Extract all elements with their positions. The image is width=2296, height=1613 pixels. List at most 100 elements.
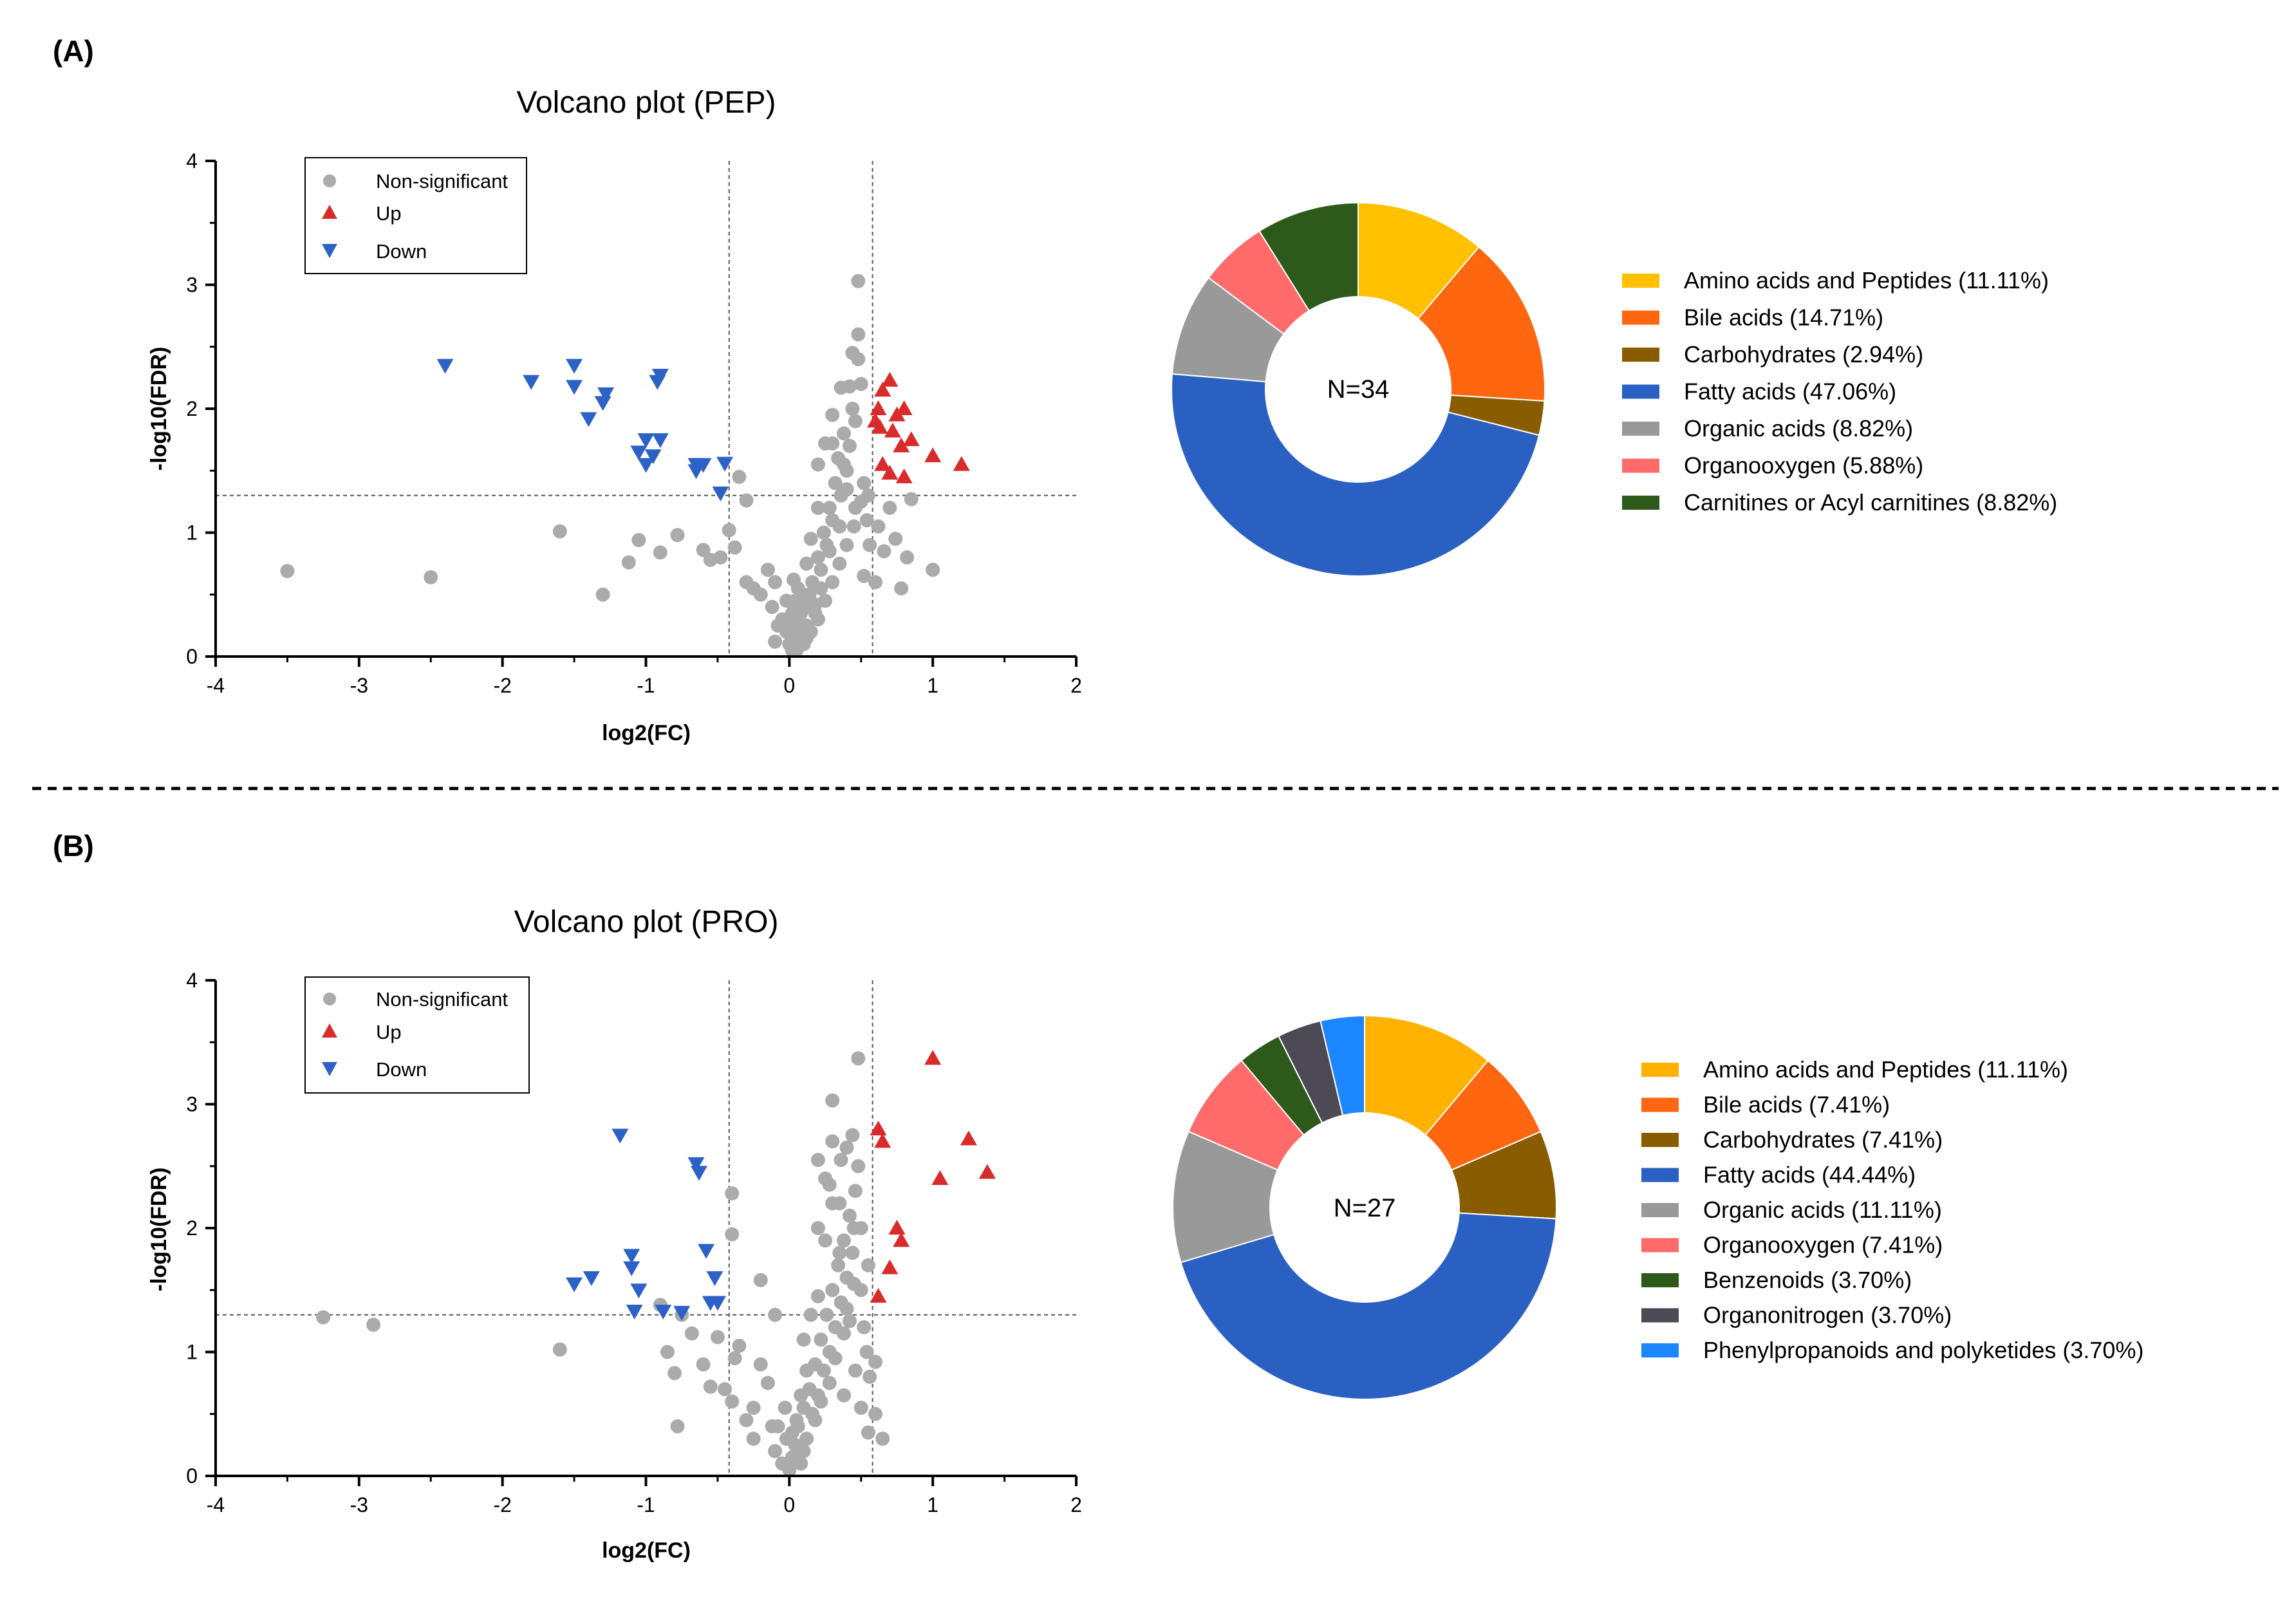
point-nonsig [753, 1273, 768, 1287]
legend-item-label: Organic acids (8.82%) [1684, 415, 1913, 442]
point-nonsig [779, 593, 794, 608]
donut-center-label-a: N=34 [1327, 375, 1390, 404]
point-nonsig [822, 1375, 837, 1390]
point-nonsig [857, 568, 872, 583]
point-nonsig [552, 1342, 567, 1357]
point-nonsig [725, 1227, 740, 1242]
point-nonsig [746, 1431, 761, 1446]
panel-label-b: (B) [53, 829, 94, 862]
legend-label-nonsig-a: Non-significant [376, 170, 508, 192]
point-up [871, 418, 888, 434]
point-nonsig [834, 380, 848, 395]
point-nonsig [803, 532, 818, 546]
legend-swatch-up-a [322, 205, 337, 219]
point-nonsig [808, 1413, 823, 1428]
point-nonsig [828, 1351, 843, 1366]
point-up [895, 468, 913, 483]
point-nonsig [803, 1307, 818, 1322]
point-nonsig [710, 1330, 725, 1345]
point-nonsig [768, 1307, 783, 1322]
donut-center-label-b: N=27 [1334, 1194, 1396, 1222]
point-nonsig [822, 501, 837, 515]
point-nonsig [725, 1186, 740, 1201]
point-nonsig [718, 1382, 733, 1397]
point-nonsig [753, 587, 768, 602]
point-nonsig [825, 1196, 840, 1211]
point-nonsig [848, 1363, 863, 1378]
pie-legend-b: Amino acids and Peptides (11.11%) Bile ac… [1641, 1056, 2143, 1363]
point-nonsig [851, 327, 866, 342]
legend-swatch [1641, 1063, 1679, 1077]
point-nonsig [810, 612, 825, 627]
legend-swatch-down-b [322, 1062, 337, 1076]
point-nonsig [848, 501, 863, 515]
legend-item-label: Bile acids (14.71%) [1684, 304, 1883, 331]
point-nonsig [727, 540, 742, 555]
point-nonsig [722, 523, 736, 537]
point-nonsig [787, 572, 801, 587]
point-nonsig [796, 1444, 811, 1459]
point-nonsig [794, 1456, 808, 1471]
legend-swatch [1641, 1343, 1679, 1357]
point-down [566, 359, 583, 374]
volcano-title-a: Volcano plot (PEP) [517, 86, 776, 120]
point-nonsig [837, 1388, 852, 1403]
point-nonsig [739, 493, 754, 508]
point-nonsig [816, 1363, 831, 1378]
y-tick-label: 2 [186, 1217, 198, 1240]
point-up [884, 422, 901, 438]
point-nonsig [816, 525, 831, 540]
point-nonsig [552, 524, 567, 539]
point-nonsig [904, 492, 919, 507]
point-nonsig [810, 457, 825, 472]
point-up [893, 1232, 910, 1247]
point-nonsig [851, 1159, 866, 1173]
point-nonsig [845, 402, 860, 416]
point-nonsig [768, 634, 783, 649]
point-down [637, 433, 655, 449]
point-nonsig [839, 1140, 854, 1155]
point-nonsig [653, 545, 667, 560]
point-nonsig [280, 564, 295, 579]
point-up [874, 382, 891, 397]
point-nonsig [696, 543, 711, 557]
point-nonsig [882, 501, 897, 515]
legend-swatch [1622, 274, 1659, 288]
point-nonsig [848, 414, 863, 429]
legend-swatch [1641, 1133, 1679, 1147]
point-nonsig [799, 1363, 814, 1378]
point-down [523, 375, 540, 390]
legend-swatch [1622, 384, 1659, 399]
point-down [623, 1261, 640, 1276]
point-up [924, 1050, 942, 1065]
legend-label-down-a: Down [376, 240, 427, 263]
y-tick-label: 0 [186, 645, 198, 668]
point-nonsig [621, 555, 636, 570]
legend-box-b [304, 976, 530, 1094]
point-nonsig [839, 482, 854, 497]
point-nonsig [768, 1444, 783, 1459]
legend-label-up-a: Up [376, 202, 402, 225]
point-up [870, 1287, 887, 1303]
legend-swatch-nonsig-b [323, 993, 336, 1005]
point-nonsig [810, 1153, 825, 1168]
point-down [611, 1128, 629, 1144]
x-tick-label: 2 [1070, 1493, 1082, 1516]
x-tick-label: 0 [783, 1493, 795, 1516]
point-nonsig [868, 1406, 883, 1421]
y-tick-label: 4 [186, 969, 198, 992]
point-nonsig [842, 1314, 857, 1329]
point-down [698, 1244, 715, 1259]
point-nonsig [814, 563, 828, 577]
point-nonsig [316, 1310, 331, 1325]
point-nonsig [863, 1370, 877, 1384]
point-nonsig [854, 1401, 868, 1415]
point-nonsig [825, 407, 840, 422]
point-up [931, 1170, 949, 1185]
point-down [580, 412, 597, 427]
legend-item-label: Organooxygen (7.41%) [1703, 1232, 1943, 1258]
point-up [960, 1130, 977, 1146]
point-nonsig [814, 1332, 828, 1347]
legend-swatch [1641, 1273, 1679, 1287]
donut-slice-b-3 [1180, 1206, 1557, 1400]
